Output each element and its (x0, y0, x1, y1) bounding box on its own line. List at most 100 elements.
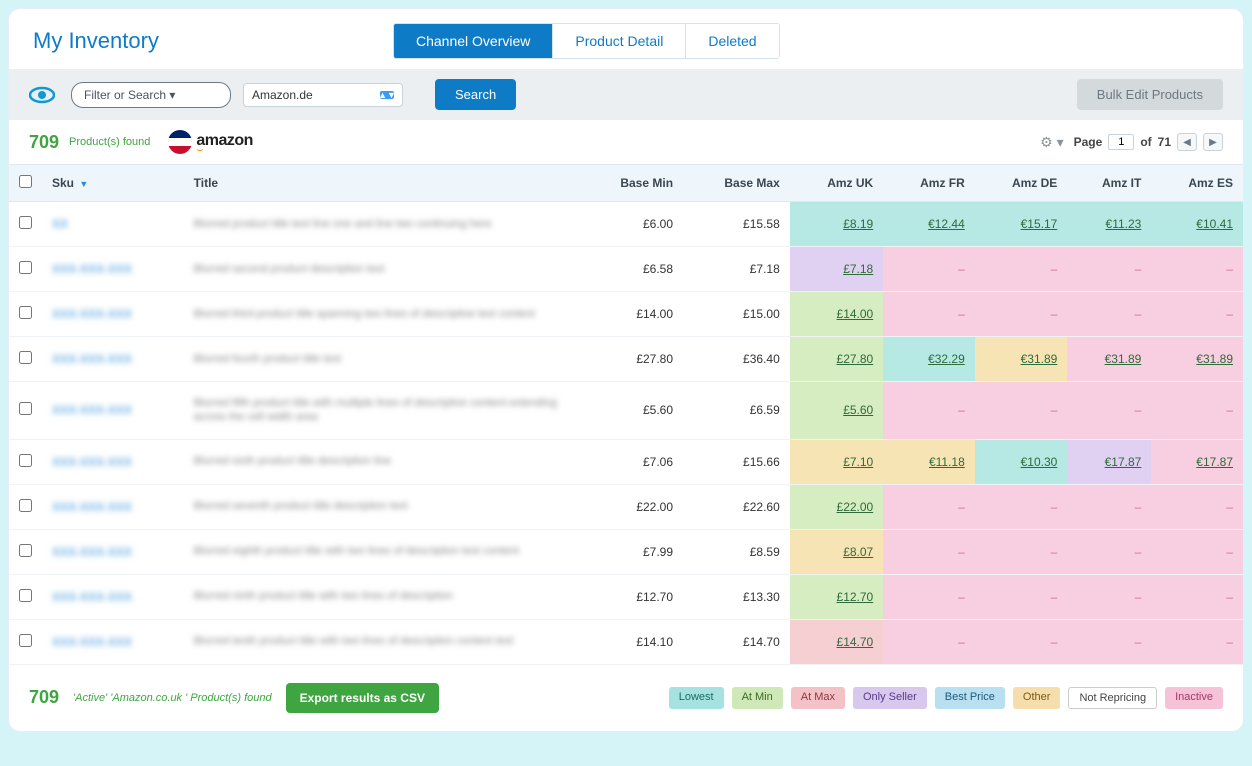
price-cell[interactable]: £14.00 (790, 292, 883, 337)
sku-link[interactable]: XXX-XXX-XXX (52, 500, 132, 514)
row-checkbox[interactable] (19, 351, 32, 364)
base-min: £6.58 (580, 247, 683, 292)
channel-select[interactable]: Amazon.de ▲▼ (243, 83, 403, 107)
price-cell[interactable]: €31.89 (975, 337, 1068, 382)
price-cell[interactable]: £8.07 (790, 529, 883, 574)
channel-value: Amazon.de (252, 88, 313, 102)
sku-link[interactable]: XXX-XXX-XXX (52, 262, 132, 276)
select-all-checkbox[interactable] (19, 175, 32, 188)
base-min: £7.06 (580, 439, 683, 484)
bulk-edit-button[interactable]: Bulk Edit Products (1077, 79, 1223, 110)
col-amz-de[interactable]: Amz DE (975, 165, 1068, 202)
price-cell[interactable]: €17.87 (1151, 439, 1243, 484)
page-input[interactable] (1108, 134, 1134, 150)
sku-link[interactable]: XXX-XXX-XXX (52, 455, 132, 469)
price-cell[interactable]: £7.10 (790, 439, 883, 484)
col-base-min[interactable]: Base Min (580, 165, 683, 202)
col-amz-it[interactable]: Amz IT (1067, 165, 1151, 202)
product-title: Blurred product title text line one and … (194, 217, 570, 231)
export-csv-button[interactable]: Export results as CSV (286, 683, 439, 713)
base-max: £22.60 (683, 484, 790, 529)
page-prev-button[interactable]: ◀ (1177, 133, 1197, 151)
product-title: Blurred third product title spanning two… (194, 307, 570, 321)
price-cell[interactable]: £8.19 (790, 202, 883, 247)
price-cell[interactable]: €10.30 (975, 439, 1068, 484)
product-title: Blurred tenth product title with two lin… (194, 634, 570, 648)
uk-flag-icon (168, 130, 192, 154)
price-cell[interactable]: €15.17 (975, 202, 1068, 247)
row-checkbox[interactable] (19, 499, 32, 512)
tab-channel-overview[interactable]: Channel Overview (394, 24, 553, 58)
row-checkbox[interactable] (19, 544, 32, 557)
price-cell: – (1151, 382, 1243, 440)
table-row: XX Blurred product title text line one an… (9, 202, 1243, 247)
base-min: £27.80 (580, 337, 683, 382)
table-row: XXX-XXX-XXXBlurred eighth product title … (9, 529, 1243, 574)
inventory-table: Sku ▼TitleBase MinBase MaxAmz UKAmz FRAm… (9, 164, 1243, 665)
table-row: XXX-XXX-XXX Blurred seventh product title… (9, 484, 1243, 529)
base-max: £36.40 (683, 337, 790, 382)
price-cell: – (975, 619, 1068, 664)
price-cell: – (975, 574, 1068, 619)
price-cell[interactable]: £5.60 (790, 382, 883, 440)
row-checkbox[interactable] (19, 261, 32, 274)
filter-search-input[interactable]: Filter or Search ▾ (71, 82, 231, 108)
price-cell: – (975, 484, 1068, 529)
price-cell[interactable]: £14.70 (790, 619, 883, 664)
sku-link[interactable]: XXX-XXX-XXX (52, 352, 132, 366)
col-title[interactable]: Title (184, 165, 580, 202)
tab-product-detail[interactable]: Product Detail (553, 24, 686, 58)
price-cell: – (883, 292, 975, 337)
price-cell: – (1067, 382, 1151, 440)
price-cell[interactable]: €31.89 (1151, 337, 1243, 382)
price-cell[interactable]: €11.18 (883, 439, 975, 484)
legend-other: Other (1013, 687, 1061, 709)
base-max: £15.66 (683, 439, 790, 484)
price-cell[interactable]: £27.80 (790, 337, 883, 382)
price-cell[interactable]: £22.00 (790, 484, 883, 529)
price-cell[interactable]: €32.29 (883, 337, 975, 382)
settings-gear-icon[interactable]: ⚙ ▾ (1040, 134, 1063, 151)
row-checkbox[interactable] (19, 216, 32, 229)
inventory-panel: My Inventory Channel OverviewProduct Det… (8, 8, 1244, 732)
price-cell[interactable]: £7.18 (790, 247, 883, 292)
tab-deleted[interactable]: Deleted (686, 24, 778, 58)
sku-link[interactable]: XXX-XXX-XXX (52, 590, 132, 604)
price-cell[interactable]: €31.89 (1067, 337, 1151, 382)
sku-link[interactable]: XXX-XXX-XXX (52, 545, 132, 559)
col-sku[interactable]: Sku ▼ (42, 165, 184, 202)
sku-link[interactable]: XXX-XXX-XXX (52, 307, 132, 321)
row-checkbox[interactable] (19, 634, 32, 647)
col-base-max[interactable]: Base Max (683, 165, 790, 202)
price-cell[interactable]: €12.44 (883, 202, 975, 247)
table-row: XXX-XXX-XXXBlurred sixth product title d… (9, 439, 1243, 484)
sku-link[interactable]: XXX-XXX-XXX (52, 403, 132, 417)
price-cell[interactable]: €10.41 (1151, 202, 1243, 247)
row-checkbox[interactable] (19, 589, 32, 602)
col-amz-es[interactable]: Amz ES (1151, 165, 1243, 202)
product-title: Blurred ninth product title with two lin… (194, 589, 570, 603)
row-checkbox[interactable] (19, 306, 32, 319)
product-title: Blurred fourth product title text (194, 352, 570, 366)
col-amz-fr[interactable]: Amz FR (883, 165, 975, 202)
price-cell[interactable]: €17.87 (1067, 439, 1151, 484)
select-spinner-icon: ▲▼ (380, 91, 394, 99)
product-title: Blurred second product description text (194, 262, 570, 276)
table-row: XXX-XXX-XXX Blurred third product title s… (9, 292, 1243, 337)
price-cell[interactable]: £12.70 (790, 574, 883, 619)
legend-at-max: At Max (791, 687, 845, 709)
row-checkbox[interactable] (19, 402, 32, 415)
visibility-icon[interactable] (29, 85, 55, 105)
sku-link[interactable]: XX (52, 217, 68, 231)
col-amz-uk[interactable]: Amz UK (790, 165, 883, 202)
page-next-button[interactable]: ▶ (1203, 133, 1223, 151)
price-cell: – (1151, 292, 1243, 337)
search-button[interactable]: Search (435, 79, 516, 110)
product-title: Blurred seventh product title descriptio… (194, 499, 570, 513)
legend-at-min: At Min (732, 687, 783, 709)
row-checkbox[interactable] (19, 454, 32, 467)
price-cell[interactable]: €11.23 (1067, 202, 1151, 247)
sku-link[interactable]: XXX-XXX-XXX (52, 635, 132, 649)
base-max: £8.59 (683, 529, 790, 574)
table-header-row: Sku ▼TitleBase MinBase MaxAmz UKAmz FRAm… (9, 165, 1243, 202)
